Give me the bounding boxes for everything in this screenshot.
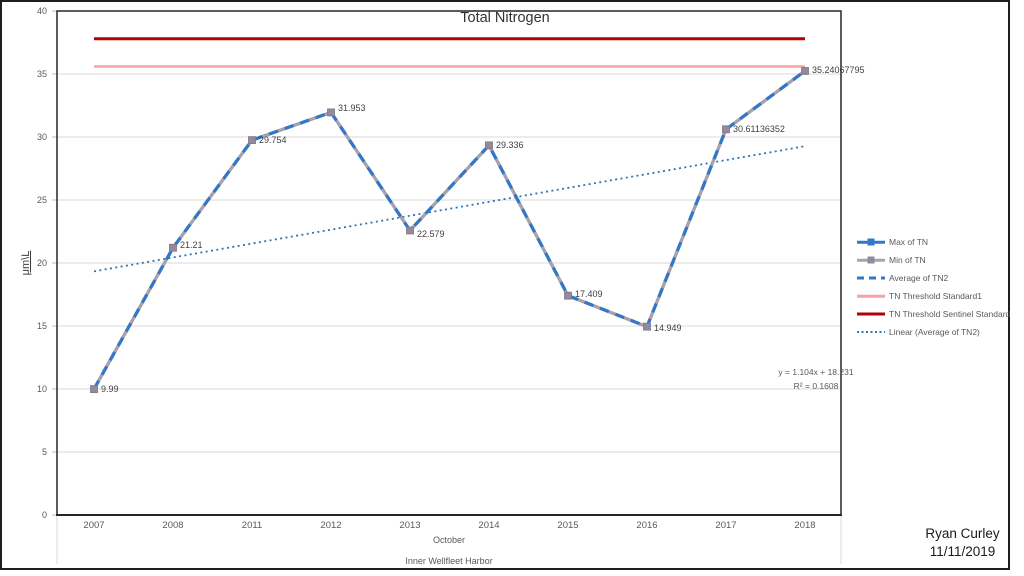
y-tick-label: 20	[36, 257, 47, 268]
x-tick-label: 2013	[399, 520, 421, 531]
y-tick-label: 25	[36, 194, 47, 205]
chart-frame[interactable]: Total Nitrogen μm\L y = 1.104x + 18.231 …	[0, 0, 1010, 570]
x-tick-label: 2011	[241, 520, 263, 531]
data-label: 9.99	[101, 383, 119, 394]
plot-area[interactable]	[0, 0, 1010, 570]
legend[interactable]: Max of TN Min of TN Average of TN2 TN Thres…	[857, 233, 1010, 341]
x-tick-label: 2015	[557, 520, 579, 531]
legend-sample-line-marker-icon	[857, 256, 885, 265]
legend-sample-solid-icon	[857, 292, 885, 301]
y-tick-label: 35	[36, 68, 47, 79]
x-axis-group-label-month: October	[432, 535, 465, 545]
author-name: Ryan Curley	[925, 526, 1000, 541]
legend-label: Average of TN2	[889, 273, 949, 283]
legend-sample-dotted-icon	[857, 328, 885, 337]
legend-label: TN Threshold Sentinel Standard	[889, 309, 1011, 319]
x-tick-label: 2007	[83, 520, 105, 531]
x-axis-group-label-location: Inner Wellfleet Harbor	[405, 556, 493, 566]
legend-item[interactable]: Min of TN	[857, 251, 1010, 269]
data-label: 22.579	[417, 229, 445, 239]
data-label: 17.409	[575, 289, 603, 300]
data-label: 35.24067795	[812, 65, 865, 76]
legend-label: TN Threshold Standard1	[889, 291, 982, 301]
trendline-equation: y = 1.104x + 18.231	[778, 367, 854, 377]
data-label: 31.953	[338, 102, 366, 113]
legend-sample-solid-icon	[857, 310, 885, 319]
x-tick-label: 2012	[320, 520, 342, 531]
y-tick-label: 40	[36, 5, 47, 16]
y-tick-label: 30	[36, 131, 47, 142]
legend-sample-dashed-icon	[857, 274, 885, 283]
trendline-r-squared: R² = 0.1608	[793, 381, 839, 391]
author-date: 11/11/2019	[929, 544, 996, 559]
y-tick-label: 10	[36, 383, 47, 394]
legend-sample-line-marker-icon	[857, 238, 885, 247]
data-label: 30.61136352	[733, 123, 785, 134]
x-tick-label: 2018	[794, 520, 816, 531]
y-tick-label: 0	[41, 509, 47, 520]
y-tick-label: 5	[41, 446, 47, 457]
legend-label: Max of TN	[889, 237, 929, 247]
data-label: 29.336	[496, 139, 524, 150]
legend-item[interactable]: TN Threshold Sentinel Standard	[857, 305, 1010, 323]
data-label: 21.21	[180, 240, 203, 251]
x-tick-label: 2008	[162, 520, 184, 531]
legend-item[interactable]: Linear (Average of TN2)	[857, 323, 1010, 341]
legend-item[interactable]: TN Threshold Standard1	[857, 287, 1010, 305]
legend-item[interactable]: Average of TN2	[857, 269, 1010, 287]
legend-label: Min of TN	[889, 255, 926, 265]
x-tick-label: 2017	[715, 520, 737, 531]
chart-title: Total Nitrogen	[460, 10, 550, 26]
data-label: 29.754	[259, 134, 287, 145]
x-tick-label: 2014	[478, 520, 500, 531]
y-tick-label: 15	[36, 320, 47, 331]
legend-label: Linear (Average of TN2)	[889, 327, 980, 337]
data-label: 14.949	[654, 323, 682, 334]
x-tick-label: 2016	[636, 520, 658, 531]
legend-item[interactable]: Max of TN	[857, 233, 1010, 251]
